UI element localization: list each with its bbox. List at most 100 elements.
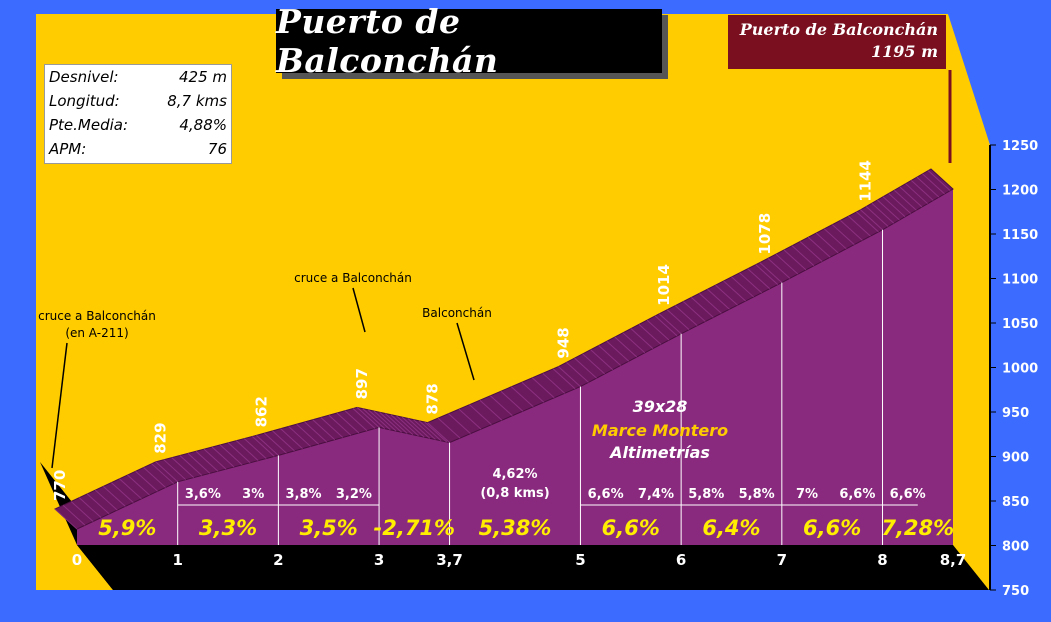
half-gradient-label: 3% bbox=[242, 487, 264, 502]
x-tick-label: 8 bbox=[877, 551, 887, 569]
annotation-leader bbox=[51, 342, 68, 469]
stat-row: Longitud: 8,7 kms bbox=[45, 89, 231, 113]
km-gradient-label: 6,6% bbox=[803, 516, 861, 540]
ribbon-hatch bbox=[574, 357, 597, 379]
ribbon-hatch bbox=[407, 417, 431, 439]
half-gradient-label: 3,6% bbox=[185, 487, 221, 502]
x-tick-label: 3,7 bbox=[436, 551, 463, 569]
ribbon-hatch bbox=[865, 206, 889, 227]
ribbon-hatch bbox=[328, 414, 352, 436]
ribbon-hatch bbox=[490, 395, 513, 417]
ribbon-hatch bbox=[739, 272, 763, 294]
annotation-text: cruce a Balconchán bbox=[38, 309, 156, 323]
x-tick-label: 0 bbox=[72, 551, 82, 569]
altitude-label: 878 bbox=[424, 383, 442, 414]
ribbon-hatch bbox=[384, 413, 408, 434]
ribbon-hatch bbox=[815, 232, 839, 254]
km-gradient-label: 3,5% bbox=[300, 516, 358, 540]
ribbon-hatch bbox=[823, 228, 847, 250]
km-gradient-label: 6,4% bbox=[702, 516, 760, 540]
y-tick-label: 1050 bbox=[1002, 317, 1038, 332]
ribbon-hatch bbox=[666, 309, 690, 331]
ribbon-hatch bbox=[521, 381, 545, 403]
ribbon-hatch bbox=[171, 457, 195, 478]
annotation-leader bbox=[352, 287, 366, 333]
ribbon-hatch bbox=[658, 313, 682, 335]
summit-label: Puerto de Balconchán 1195 m bbox=[728, 15, 946, 69]
altitude-label: 897 bbox=[353, 368, 371, 399]
ribbon-hatch bbox=[356, 407, 380, 428]
x-tick-label: 5 bbox=[575, 551, 585, 569]
ribbon-hatch bbox=[905, 183, 928, 205]
ribbon-hatch bbox=[195, 450, 219, 472]
ribbon-hatch bbox=[916, 176, 940, 198]
ribbon-hatch bbox=[531, 377, 555, 399]
ribbon-hatch bbox=[747, 268, 771, 290]
stat-row: Desnivel: 425 m bbox=[45, 65, 231, 89]
x-tick-label: 8,7 bbox=[940, 551, 967, 569]
ribbon-hatch bbox=[646, 319, 670, 341]
ribbon-hatch bbox=[731, 276, 754, 298]
x-tick-label: 6 bbox=[676, 551, 686, 569]
ribbon-hatch bbox=[759, 262, 783, 283]
ribbon-hatch bbox=[62, 504, 86, 526]
ribbon-hatch bbox=[424, 421, 448, 443]
ribbon-hatch bbox=[252, 436, 275, 457]
half-gradient-label: 7% bbox=[796, 487, 818, 502]
ribbon-hatch bbox=[94, 489, 118, 511]
special-gradient-label: 4,62% bbox=[492, 467, 537, 482]
ribbon-hatch bbox=[362, 408, 386, 429]
x-tick-label: 1 bbox=[172, 551, 182, 569]
ribbon-hatch bbox=[783, 249, 807, 271]
ribbon-hatch bbox=[882, 196, 906, 218]
stat-value: 425 m bbox=[178, 68, 227, 86]
y-tick-label: 1150 bbox=[1002, 228, 1038, 243]
ribbon-hatch bbox=[448, 413, 471, 435]
half-gradient-label: 6,6% bbox=[588, 487, 624, 502]
stat-value: 8,7 kms bbox=[167, 92, 227, 110]
stat-label: Pte.Media: bbox=[49, 116, 129, 134]
half-gradient-label: 5,8% bbox=[688, 487, 724, 502]
ribbon-hatch bbox=[235, 440, 259, 462]
ribbon-hatch bbox=[707, 288, 730, 310]
summit-altitude: 1195 m bbox=[870, 42, 938, 61]
ribbon-hatch bbox=[910, 180, 934, 201]
ribbon-hatch bbox=[203, 448, 227, 470]
ribbon-hatch bbox=[894, 189, 917, 211]
ribbon-hatch bbox=[379, 411, 402, 433]
altitude-label: 1014 bbox=[655, 264, 673, 306]
ribbon-hatch bbox=[264, 432, 287, 454]
ribbon-hatch bbox=[243, 438, 267, 459]
ribbon-hatch bbox=[54, 508, 78, 530]
annotation-text: Balconchán bbox=[422, 306, 492, 320]
half-gradient-label: 3,8% bbox=[286, 487, 322, 502]
ribbon-hatch bbox=[691, 297, 714, 318]
ribbon-hatch bbox=[288, 426, 311, 447]
altitude-label: 829 bbox=[152, 422, 170, 453]
ribbon-hatch bbox=[227, 442, 251, 464]
ribbon-hatch bbox=[111, 482, 134, 503]
ribbon-hatch bbox=[396, 415, 419, 437]
annotation-text: (en A-211) bbox=[65, 326, 128, 340]
ribbon-hatch bbox=[856, 211, 879, 233]
special-gradient-sub: (0,8 kms) bbox=[480, 486, 549, 501]
ribbon-hatch bbox=[767, 258, 791, 279]
base-slab bbox=[77, 545, 989, 590]
y-tick-label: 950 bbox=[1002, 406, 1029, 421]
x-tick-label: 3 bbox=[374, 551, 384, 569]
ribbon-hatch bbox=[272, 430, 295, 452]
ribbon-hatch bbox=[437, 417, 461, 439]
half-gradient-label: 6,6% bbox=[839, 487, 875, 502]
ribbon-hatch bbox=[479, 399, 503, 421]
y-tick-label: 850 bbox=[1002, 495, 1029, 510]
ribbon-hatch bbox=[418, 420, 442, 442]
x-tick-label: 7 bbox=[777, 551, 787, 569]
profile-ribbon bbox=[54, 168, 954, 530]
y-tick-label: 1200 bbox=[1002, 184, 1038, 199]
ribbon-hatch bbox=[877, 199, 900, 221]
altitude-label: 1144 bbox=[857, 160, 875, 202]
km-gradient-label: 5,38% bbox=[479, 516, 552, 540]
ribbon-hatch bbox=[127, 474, 150, 496]
